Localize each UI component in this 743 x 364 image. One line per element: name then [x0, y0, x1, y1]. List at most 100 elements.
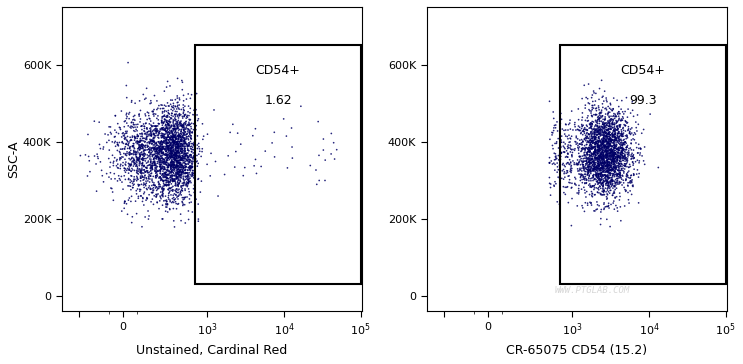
Point: [166, 146, 178, 151]
Point: [589, 139, 601, 145]
Point: [169, 127, 181, 133]
Point: [174, 159, 186, 165]
Point: [160, 155, 172, 161]
Point: [610, 151, 622, 157]
Point: [181, 134, 193, 140]
Point: [128, 114, 140, 119]
Point: [594, 115, 606, 121]
Point: [169, 161, 181, 167]
Point: [159, 165, 171, 170]
Point: [210, 159, 221, 165]
Point: [112, 121, 124, 127]
Point: [115, 161, 127, 167]
Point: [180, 147, 192, 153]
Point: [165, 115, 177, 121]
Point: [140, 156, 152, 162]
Point: [577, 158, 588, 164]
Point: [605, 113, 617, 119]
Point: [185, 146, 197, 151]
Point: [593, 130, 605, 136]
Point: [125, 187, 137, 193]
Point: [173, 135, 185, 141]
Point: [183, 177, 195, 183]
Point: [138, 180, 150, 186]
Point: [603, 162, 614, 168]
Point: [579, 181, 591, 186]
Point: [602, 157, 614, 163]
Point: [595, 170, 607, 176]
Point: [574, 137, 585, 143]
Point: [130, 135, 142, 141]
Point: [178, 181, 189, 186]
Point: [134, 145, 146, 150]
Point: [185, 153, 197, 159]
Point: [154, 159, 166, 165]
Point: [166, 151, 178, 157]
Point: [183, 161, 195, 167]
Point: [617, 153, 629, 159]
Point: [573, 160, 585, 166]
Point: [597, 138, 609, 144]
Point: [152, 164, 163, 170]
Point: [599, 158, 611, 164]
Point: [173, 150, 185, 155]
Point: [169, 141, 181, 147]
Point: [580, 169, 592, 174]
Point: [598, 138, 610, 144]
Point: [617, 180, 629, 186]
Point: [598, 200, 610, 206]
Point: [155, 126, 166, 132]
Point: [153, 151, 165, 157]
Point: [602, 175, 614, 181]
Point: [607, 166, 619, 172]
Point: [178, 132, 189, 138]
Point: [174, 170, 186, 176]
Point: [177, 158, 189, 163]
Point: [583, 170, 594, 176]
Point: [172, 163, 184, 169]
Point: [545, 158, 557, 164]
Point: [590, 137, 602, 143]
Point: [614, 154, 626, 160]
Point: [609, 125, 620, 131]
Point: [604, 172, 616, 178]
Point: [167, 133, 179, 139]
Point: [563, 179, 575, 185]
Point: [156, 159, 168, 165]
Point: [124, 149, 136, 155]
Point: [145, 98, 157, 104]
Point: [169, 123, 181, 129]
Point: [129, 160, 140, 166]
Point: [168, 199, 180, 205]
Point: [183, 140, 195, 146]
Point: [174, 172, 186, 178]
Point: [591, 141, 603, 146]
Point: [169, 181, 181, 186]
Point: [103, 138, 115, 143]
Point: [589, 151, 601, 157]
Point: [134, 187, 146, 193]
Point: [585, 139, 597, 145]
Point: [585, 120, 597, 126]
Point: [605, 126, 617, 132]
Point: [610, 131, 622, 137]
Point: [166, 128, 178, 134]
Point: [603, 142, 615, 148]
Point: [606, 153, 617, 159]
Point: [165, 149, 177, 154]
Point: [162, 152, 174, 158]
Point: [612, 175, 624, 181]
Point: [599, 154, 611, 160]
Point: [156, 139, 168, 145]
Point: [177, 165, 189, 170]
Point: [180, 139, 192, 145]
Point: [166, 162, 178, 168]
Point: [619, 154, 631, 160]
Point: [148, 147, 160, 153]
Point: [168, 126, 180, 132]
Point: [617, 147, 629, 153]
Point: [622, 190, 634, 195]
Point: [547, 146, 559, 151]
Point: [599, 133, 611, 139]
Point: [82, 173, 94, 179]
